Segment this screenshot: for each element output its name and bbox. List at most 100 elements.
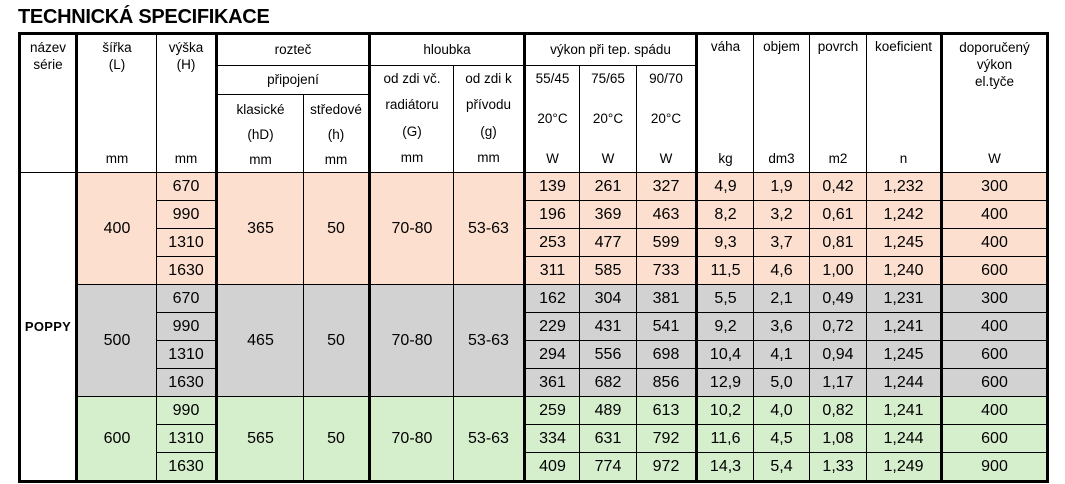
spec-row: 1630 311 585 733 11,5 4,6 1,00 1,240 600	[20, 256, 1048, 285]
surface-cell: 1,08	[809, 424, 867, 453]
volume-cell: 1,9	[753, 172, 810, 201]
depth-header-line: radiátoru	[385, 97, 439, 113]
power-55-45-cell: 409	[523, 452, 580, 482]
height-cell: 990	[156, 312, 218, 341]
depth-wall-supply-cell: 53-63	[453, 172, 526, 285]
pitch-center-cell: 50	[303, 284, 371, 397]
power-55-45-cell: 162	[523, 284, 580, 313]
power-55-45-cell: 229	[523, 312, 580, 341]
power-55-45-cell: 139	[523, 172, 580, 201]
coefficient-cell: 1,244	[866, 424, 943, 453]
recommended-power-header: doporučený výkon el.tyče W	[940, 33, 1048, 173]
spec-row: 500 670 465 50 70-80 53-63 162 304 381 5…	[20, 284, 1048, 397]
height-cell: 990	[156, 396, 218, 425]
pitch-center-cell: 50	[303, 172, 371, 285]
el-power-cell: 300	[940, 284, 1048, 313]
power-55-45-cell: 294	[523, 340, 580, 369]
depth-header-line: (g)	[480, 123, 497, 139]
el-power-cell: 600	[940, 256, 1048, 285]
coefficient-header: koeficient n	[866, 33, 943, 173]
spec-row: POPPY 400 670 365 50 70-80 53-63 139 261…	[19, 172, 1048, 482]
surface-cell: 0,81	[809, 228, 867, 257]
el-power-cell: 600	[940, 368, 1048, 397]
depth-header-line: přívodu	[465, 97, 512, 113]
unit-label: W	[601, 150, 615, 166]
el-power-cell: 900	[940, 452, 1048, 482]
unit-label: W	[988, 151, 1001, 166]
weight-cell: 14,3	[695, 452, 754, 482]
power-55-45-cell: 361	[523, 368, 580, 397]
height-header-line: (H)	[176, 57, 196, 72]
surface-cell: 0,72	[809, 312, 867, 341]
surface-header-line: povrch	[817, 39, 859, 54]
weight-cell: 10,4	[695, 340, 754, 369]
power-75-65-cell: 477	[579, 228, 637, 257]
spec-row: 1310 253 477 599 9,3 3,7 0,81 1,245 400	[20, 228, 1048, 257]
power-group-header: výkon při tep. spádu	[523, 33, 698, 66]
power-75-65-cell: 631	[579, 424, 637, 453]
weight-cell: 8,2	[695, 200, 754, 229]
coefficient-cell: 1,231	[866, 284, 943, 313]
unit-label: kg	[718, 151, 733, 166]
pitch-classic-cell: 565	[215, 396, 304, 482]
pitch-center-header: středové (h) mm	[303, 94, 371, 173]
power-90-70-cell: 792	[636, 424, 698, 453]
weight-cell: 11,5	[695, 256, 754, 285]
width-cell: 400	[75, 172, 157, 285]
width-header: šířka (L) mm	[75, 33, 157, 173]
el-power-cell: 400	[940, 228, 1048, 257]
height-cell: 670	[156, 284, 218, 313]
weight-cell: 9,3	[695, 228, 754, 257]
height-cell: 670	[156, 172, 218, 201]
width-cell: 600	[75, 396, 157, 482]
unit-label: mm	[249, 151, 272, 167]
coefficient-cell: 1,241	[866, 312, 943, 341]
series-header-line: název	[29, 40, 67, 55]
height-cell: 990	[156, 200, 218, 229]
spec-row: 600 990 565 50 70-80 53-63 259 489 613 1…	[20, 396, 1048, 482]
volume-cell: 4,0	[753, 396, 810, 425]
volume-cell: 2,1	[753, 284, 810, 313]
weight-cell: 4,9	[695, 172, 754, 201]
power-90-70-cell: 327	[636, 172, 698, 201]
table-body: POPPY 400 670 365 50 70-80 53-63 139 261…	[19, 172, 1048, 482]
depth-wall-radiator-cell: 70-80	[368, 172, 454, 285]
height-cell: 1630	[156, 368, 218, 397]
volume-cell: 3,2	[753, 200, 810, 229]
surface-cell: 1,00	[809, 256, 867, 285]
power-header-line: 55/45	[535, 70, 570, 86]
volume-cell: 3,6	[753, 312, 810, 341]
surface-cell: 0,61	[809, 200, 867, 229]
spec-row: 1310 294 556 698 10,4 4,1 0,94 1,245 600	[20, 340, 1048, 369]
el-power-cell: 400	[940, 312, 1048, 341]
unit-label: mm	[324, 151, 348, 167]
weight-cell: 12,9	[695, 368, 754, 397]
power-header-line: 20°C	[592, 110, 624, 126]
volume-header-line: objem	[763, 39, 800, 54]
coefficient-cell: 1,232	[866, 172, 943, 201]
volume-cell: 4,1	[753, 340, 810, 369]
power-75-65-cell: 261	[579, 172, 637, 201]
weight-cell: 5,5	[695, 284, 754, 313]
header-row-1: název série šířka (L) mm	[19, 33, 1048, 173]
depth-wall-supply-header: od zdi k přívodu (g) mm	[453, 65, 526, 173]
coefficient-header-line: koeficient	[874, 39, 933, 54]
power-90-70-cell: 599	[636, 228, 698, 257]
depth-wall-radiator-cell: 70-80	[368, 396, 454, 482]
surface-cell: 1,33	[809, 452, 867, 482]
power-75-65-cell: 304	[579, 284, 637, 313]
volume-cell: 4,5	[753, 424, 810, 453]
power-55-45-cell: 259	[523, 396, 580, 425]
volume-cell: 3,7	[753, 228, 810, 257]
power-90-70-cell: 381	[636, 284, 698, 313]
height-header-line: výška	[168, 40, 204, 55]
volume-cell: 5,0	[753, 368, 810, 397]
coefficient-cell: 1,244	[866, 368, 943, 397]
height-cell: 1310	[156, 340, 218, 369]
depth-wall-supply-cell: 53-63	[453, 284, 526, 397]
power-90-70-cell: 733	[636, 256, 698, 285]
width-cell: 500	[75, 284, 157, 397]
power-75-65-cell: 774	[579, 452, 637, 482]
connection-subheader: připojení	[215, 64, 371, 96]
pitch-header-line: středové	[310, 101, 362, 117]
